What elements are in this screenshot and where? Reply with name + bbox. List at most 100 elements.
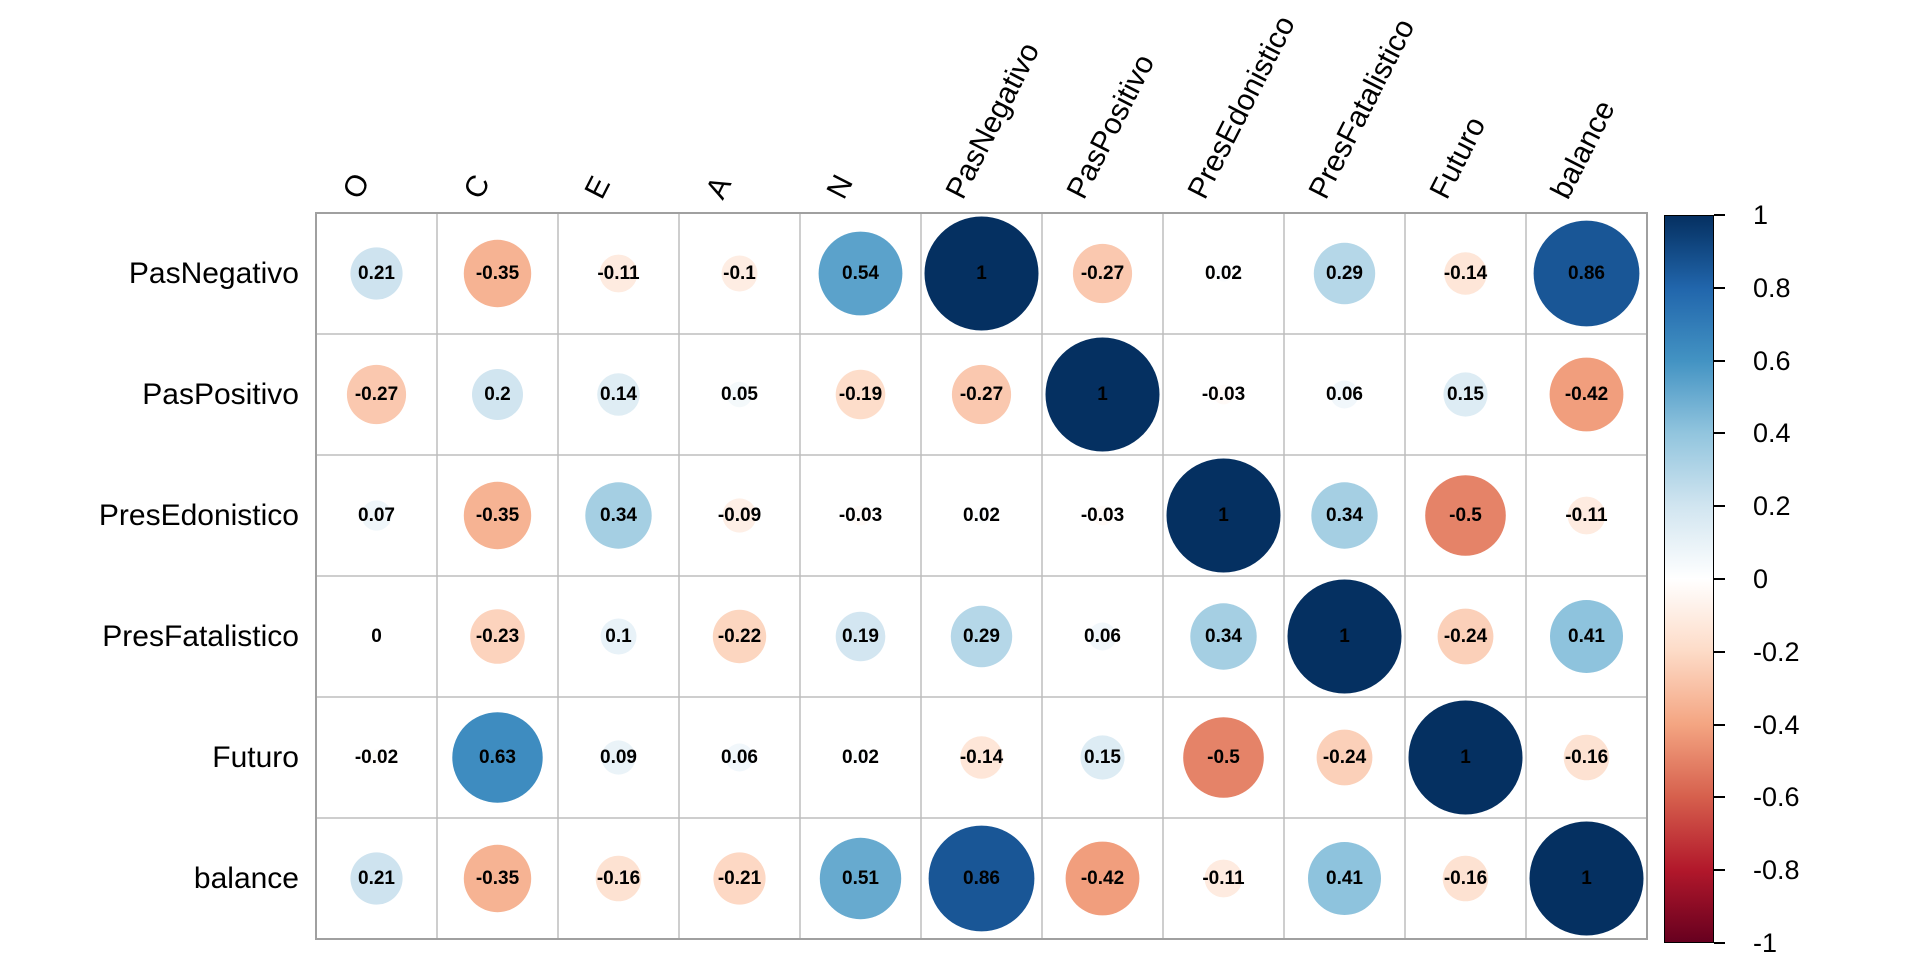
cell-circle [1072,243,1133,304]
row-label-presedonistico: PresEdonistico [98,498,299,532]
colorbar-tick [1714,796,1725,799]
cell-value: -0.42 [1565,384,1608,405]
cell-circle [1550,600,1623,673]
cell-circle [1080,735,1125,780]
grid-outer-border [315,212,1648,940]
cell-circle [1183,717,1264,798]
colorbar-tick [1714,214,1725,216]
cell-circle [1529,821,1644,936]
cell-value: -0.14 [960,747,1004,768]
colorbar-tick [1714,505,1725,508]
cell-value: 0.41 [1326,868,1363,889]
cell-circle [1316,729,1373,786]
cell-value: -0.21 [718,868,762,889]
cell-value: -0.22 [718,626,761,647]
cell-circle [452,712,543,803]
colorbar-tick-label: 1 [1753,200,1769,230]
cell-circle [712,609,767,664]
cell-circle [1213,384,1234,405]
cell-circle [1563,734,1610,781]
cell-value: 0.21 [358,868,395,889]
cell-circle [350,247,403,300]
cell-value: 0 [371,626,382,647]
cell-value: -0.11 [1565,505,1608,526]
cell-value: 1 [1339,626,1350,647]
cell-circle [725,743,754,772]
cell-circle [1444,252,1487,295]
cell-value: -0.03 [1081,505,1124,526]
cell-value: -0.35 [476,505,520,526]
cell-circle [599,254,638,293]
cell-value: -0.5 [1207,747,1240,768]
cell-value: 0.29 [1326,263,1363,284]
cell-value: 1 [1218,505,1229,526]
cell-value: 0.2 [484,384,510,405]
cell-value: 1 [1097,384,1108,405]
colorbar-tick-label: -1 [1753,928,1778,958]
cell-value: 0.34 [1326,505,1363,526]
cell-circle [950,605,1013,668]
cell-circle [472,369,523,420]
cell-circle [1330,380,1359,409]
colorbar-tick-label: 0.6 [1753,345,1791,376]
cell-value: 0.86 [1568,263,1605,284]
colorbar-tick-label: 0 [1753,564,1769,594]
cell-circle [721,255,758,292]
cell-value: -0.16 [1444,868,1487,889]
cell-value: -0.16 [597,868,640,889]
colorbar-tick [1714,723,1725,726]
cell-circle [463,844,532,913]
cell-value: 0.02 [842,747,879,768]
cell-value: 0.29 [963,626,1000,647]
cell-circle [835,611,886,662]
cell-circle [601,740,636,775]
cell-circle [1065,841,1140,916]
cell-value: 0.1 [605,626,632,647]
cell-value: -0.24 [1323,747,1367,768]
cell-circle [1549,357,1624,432]
cell-value: 0.63 [479,747,516,768]
cell-circle [1308,842,1381,915]
cell-circle [350,852,403,905]
cell-value: -0.16 [1565,747,1608,768]
cell-value: -0.11 [597,263,640,284]
cell-circle [463,239,532,308]
colorbar-tick-label: -0.2 [1753,636,1800,667]
colorbar-tick [1714,869,1725,872]
cell-circle [1443,372,1488,417]
cell-circle [600,618,637,655]
row-label-balance: balance [193,861,299,895]
cell-value: 0.07 [358,505,395,526]
colorbar-tick [1714,286,1725,289]
cell-circle [1045,337,1160,452]
cell-value: -0.1 [723,263,756,284]
cell-value: -0.27 [355,384,398,405]
row-label-presfatalistico: PresFatalistico [102,619,299,653]
cell-value: 0.54 [842,263,879,284]
cell-value: 0.02 [963,505,1000,526]
cell-circle [1442,855,1489,902]
cell-circle [463,481,532,550]
cell-circle [850,505,871,526]
cell-value: 0.86 [963,868,1000,889]
cell-circle [1204,859,1243,898]
cell-value: -0.35 [476,868,520,889]
cell-value: -0.27 [1081,263,1124,284]
cell-value: -0.23 [476,626,519,647]
cell-circle [951,364,1012,425]
cell-value: 0.51 [842,868,879,889]
cell-value: 0.21 [358,263,395,284]
cell-circle [818,231,903,316]
cell-circle [1425,475,1506,556]
colorbar-tick-label: 0.8 [1753,272,1791,303]
cell-value: -0.11 [1202,868,1245,889]
cell-circle [1313,242,1376,305]
cell-value: -0.03 [1202,384,1245,405]
cell-circle [361,500,392,531]
cell-value: 0.06 [1084,626,1121,647]
cell-circle [973,507,990,524]
colorbar-tick-label: -0.8 [1753,855,1800,886]
row-label-futuro: Futuro [212,740,299,774]
cell-value: -0.02 [355,747,398,768]
